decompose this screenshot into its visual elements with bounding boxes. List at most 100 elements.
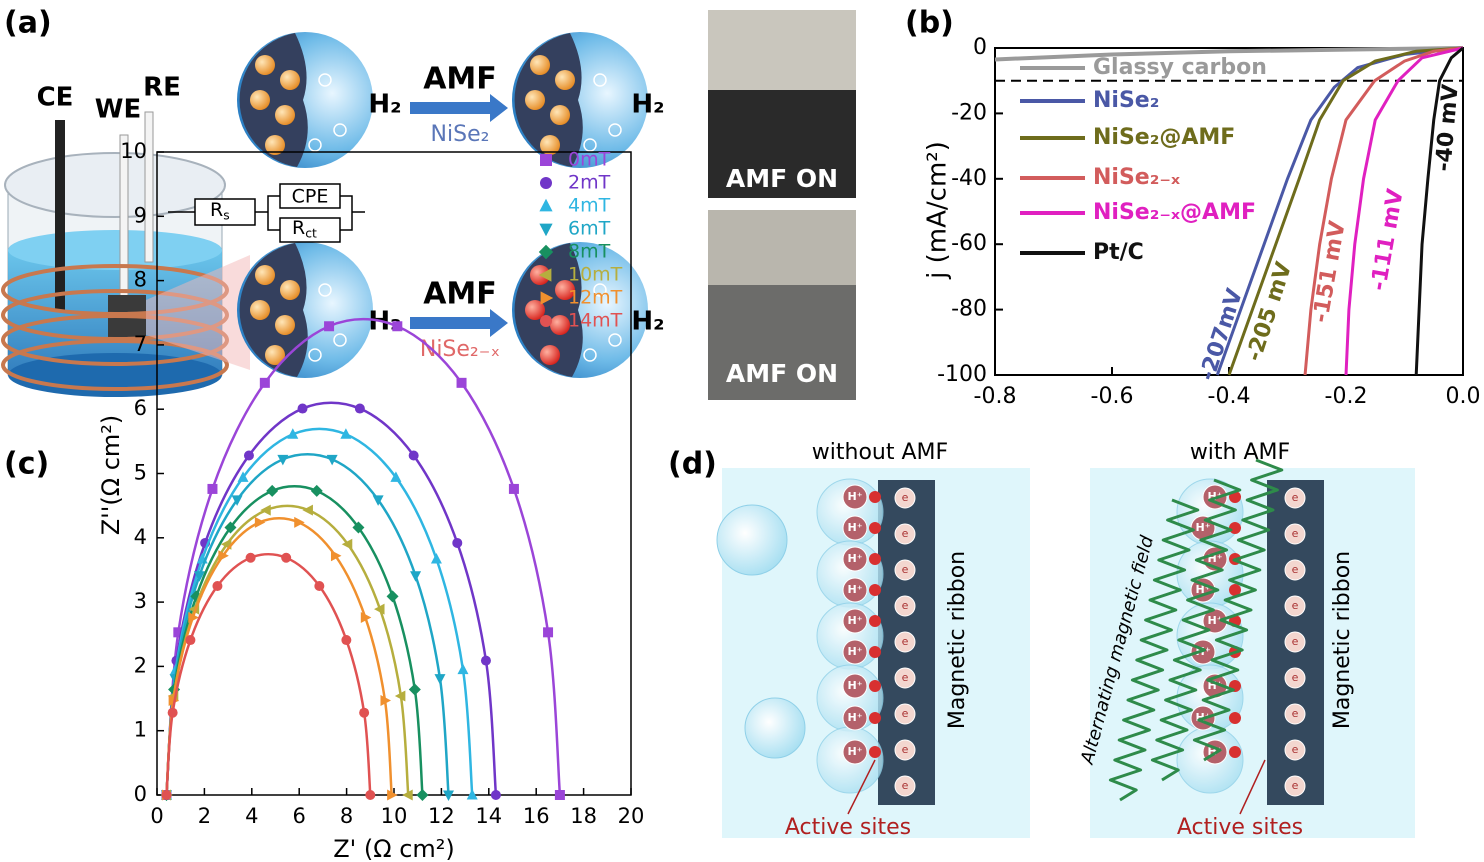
electron bbox=[1284, 631, 1306, 653]
ion-label: H⁺ bbox=[847, 490, 862, 503]
circuit-label-sub: ct bbox=[305, 226, 317, 240]
arrow bbox=[410, 94, 508, 122]
data-point bbox=[457, 663, 469, 675]
legend-label: NiSe₂₋ₓ@AMF bbox=[1093, 200, 1256, 225]
y-tick-label: 2 bbox=[134, 653, 147, 677]
electron-label: e bbox=[1292, 743, 1299, 756]
ion-label: H⁺ bbox=[847, 745, 862, 758]
y-tick-label: -100 bbox=[937, 362, 987, 387]
data-point bbox=[352, 521, 365, 534]
legend-marker bbox=[540, 291, 554, 305]
circuit-wire bbox=[168, 195, 365, 231]
gas-bubble bbox=[275, 315, 295, 335]
panel-label: (d) bbox=[668, 447, 717, 482]
data-point bbox=[188, 612, 199, 624]
ion-label: H⁺ bbox=[847, 552, 862, 565]
circuit-box bbox=[279, 217, 341, 243]
annotation: -111 mV bbox=[1366, 187, 1408, 292]
bubble bbox=[318, 283, 332, 297]
data-point bbox=[456, 377, 467, 388]
data-point bbox=[302, 504, 313, 516]
y-tick-label: 9 bbox=[134, 203, 147, 227]
y-tick-label: -60 bbox=[951, 231, 987, 256]
product-label: H₂ bbox=[631, 90, 664, 120]
bubble bbox=[308, 348, 322, 362]
data-point bbox=[380, 694, 391, 706]
fit-line bbox=[165, 516, 393, 796]
data-point bbox=[324, 321, 335, 332]
zoom-cone bbox=[146, 255, 250, 370]
data-point bbox=[277, 454, 289, 466]
gas-bubble bbox=[275, 105, 295, 125]
circuit-label: Rs bbox=[210, 199, 230, 223]
x-tick-label: -0.4 bbox=[1208, 384, 1251, 409]
lid bbox=[4, 152, 226, 218]
legend-marker bbox=[540, 177, 552, 189]
series-line bbox=[994, 46, 1464, 62]
electron-label: e bbox=[902, 491, 909, 504]
electron-label: e bbox=[902, 635, 909, 648]
legend-marker bbox=[540, 315, 552, 327]
active-site bbox=[1229, 522, 1241, 534]
data-point bbox=[294, 516, 305, 528]
data-point bbox=[543, 627, 554, 638]
data-point bbox=[354, 403, 365, 414]
legend-marker bbox=[538, 268, 552, 282]
bubble bbox=[593, 283, 607, 297]
legend-label: Glassy carbon bbox=[1093, 55, 1267, 80]
y-axis-label: j (mA/cm²) bbox=[923, 141, 953, 280]
legend-label: 10mT bbox=[568, 264, 623, 286]
electron bbox=[1284, 523, 1306, 545]
active-site bbox=[869, 615, 881, 627]
field-wave bbox=[1108, 498, 1200, 802]
data-point bbox=[161, 790, 172, 800]
y-axis-label: Z''(Ω cm²) bbox=[97, 415, 125, 536]
data-point bbox=[430, 553, 442, 564]
x-tick-label: -0.8 bbox=[974, 384, 1017, 409]
data-point bbox=[392, 321, 403, 332]
gas-bubble bbox=[265, 345, 285, 365]
panel-label: (c) bbox=[4, 447, 49, 482]
electron bbox=[894, 523, 916, 545]
ion-label: H⁺ bbox=[1207, 614, 1222, 627]
legend-label: 4mT bbox=[568, 195, 611, 217]
data-point bbox=[416, 789, 429, 801]
active-site bbox=[869, 680, 881, 692]
data-point bbox=[434, 674, 446, 685]
gas-bubble bbox=[555, 70, 575, 90]
data-point bbox=[297, 403, 308, 414]
data-point bbox=[508, 483, 519, 494]
active-site bbox=[869, 746, 881, 758]
gas-bubble bbox=[550, 315, 570, 335]
data-point bbox=[386, 590, 399, 603]
bubble bbox=[318, 73, 332, 87]
circuit-box bbox=[194, 198, 256, 226]
photo-caption: AMF ON bbox=[726, 359, 838, 388]
data-point bbox=[243, 450, 254, 461]
ion bbox=[842, 546, 868, 572]
electron-label: e bbox=[1292, 671, 1299, 684]
y-tick-label: 0 bbox=[134, 782, 147, 806]
fit-line bbox=[165, 318, 562, 796]
y-tick-label: -20 bbox=[951, 100, 987, 125]
electron bbox=[894, 667, 916, 689]
y-tick-label: 7 bbox=[134, 332, 147, 356]
electron-label: e bbox=[902, 707, 909, 720]
x-tick-label: 8 bbox=[340, 804, 353, 828]
active-site bbox=[869, 584, 881, 596]
active-site bbox=[869, 491, 881, 503]
legend-marker bbox=[538, 244, 554, 260]
series-line bbox=[1344, 46, 1464, 376]
electrode-label: WE bbox=[95, 95, 141, 125]
reference-electrode bbox=[144, 111, 154, 263]
series-line bbox=[1414, 46, 1464, 376]
bubble bbox=[333, 123, 347, 137]
data-point bbox=[260, 504, 271, 516]
legend-marker bbox=[539, 223, 553, 237]
x-tick-label: 16 bbox=[523, 804, 550, 828]
field-wave bbox=[1192, 458, 1284, 762]
active-site bbox=[869, 522, 881, 534]
gas-bubble bbox=[555, 280, 575, 300]
bubble bbox=[308, 138, 322, 152]
bubble bbox=[608, 333, 622, 347]
